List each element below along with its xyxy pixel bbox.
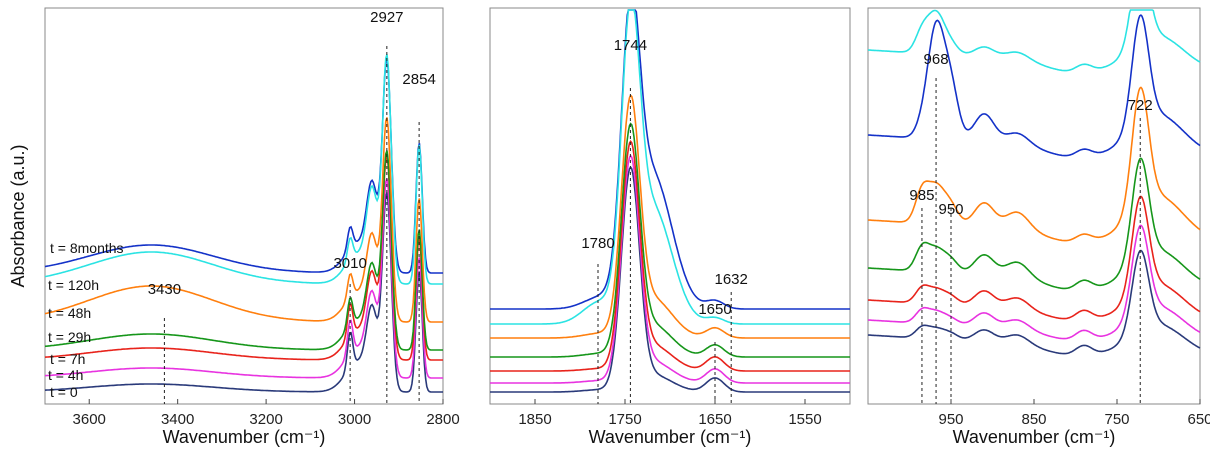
time-label: t = 7h [50, 351, 85, 367]
x-tick-label: 850 [1021, 411, 1046, 428]
y-axis-label: Absorbance (a.u.) [8, 144, 28, 287]
spectrum-series-0 [867, 9, 1201, 72]
spectrum-series-1 [44, 58, 443, 274]
plot-frame [44, 7, 444, 405]
peak-label: 2854 [402, 71, 435, 88]
spectrum-series-6 [867, 249, 1201, 355]
peak-label: 1650 [698, 301, 731, 318]
spectrum-series-2 [867, 86, 1201, 242]
spectrum-series-0 [44, 54, 443, 285]
peak-label: 985 [909, 187, 934, 204]
spectrum-series-1 [490, 9, 850, 310]
spectrum-series-3 [867, 157, 1201, 290]
x-tick-label: 1550 [788, 411, 821, 428]
spectrum-series-2 [490, 94, 850, 339]
spectrum-series-5 [44, 178, 443, 379]
peak-label: 1632 [715, 271, 748, 288]
spectrum-series-4 [490, 140, 850, 372]
peak-label: 3010 [333, 255, 366, 272]
peak-label: 1780 [581, 235, 614, 252]
x-tick-label: 3200 [249, 411, 282, 428]
spectrum-series-6 [490, 165, 850, 393]
x-tick-label: 3600 [73, 411, 106, 428]
x-tick-label: 1650 [698, 411, 731, 428]
peak-label: 968 [924, 51, 949, 68]
peak-label: 722 [1128, 97, 1153, 114]
panel-ch-stretch: 3600 3400 3200 3000 2800 2927 2854 3010 3430 t = … [44, 7, 460, 447]
panel-carbonyl: 1850 1750 1650 1550 1744 1780 1650 1632 Wavenum… [489, 7, 851, 447]
spectrum-series-0 [490, 9, 850, 325]
spectrum-series-3 [44, 150, 443, 351]
time-label: t = 29h [48, 329, 91, 345]
spectrum-series-5 [867, 224, 1201, 340]
x-tick-label: 750 [1104, 411, 1129, 428]
x-tick-label: 3400 [161, 411, 194, 428]
spectrum-series-6 [44, 192, 443, 393]
spectrum-series-3 [490, 122, 850, 358]
x-tick-label: 1850 [518, 411, 551, 428]
time-label: t = 8months [50, 240, 124, 256]
peak-label: 950 [938, 201, 963, 218]
spectrum-series-5 [490, 154, 850, 384]
x-axis-label: Wavenumber (cm⁻¹) [163, 427, 326, 447]
x-tick-label: 3000 [338, 411, 371, 428]
plot-frame [489, 7, 851, 405]
spectrum-series-1 [867, 14, 1201, 157]
time-label: t = 0 [50, 384, 78, 400]
time-label: t = 48h [48, 305, 91, 321]
peak-label: 2927 [370, 9, 403, 26]
x-axis-label: Wavenumber (cm⁻¹) [953, 427, 1116, 447]
x-tick-label: 650 [1187, 411, 1210, 428]
time-label: t = 4h [48, 367, 83, 383]
x-tick-label: 950 [938, 411, 963, 428]
time-label: t = 120h [48, 277, 99, 293]
x-tick-label: 1750 [608, 411, 641, 428]
peak-label: 1744 [614, 37, 647, 54]
spectrum-series-4 [867, 195, 1201, 320]
peak-label: 3430 [148, 281, 181, 298]
spectrum-series-2 [44, 117, 443, 323]
x-axis-label: Wavenumber (cm⁻¹) [589, 427, 752, 447]
spectrum-series-4 [44, 155, 443, 361]
x-tick-label: 2800 [426, 411, 459, 428]
